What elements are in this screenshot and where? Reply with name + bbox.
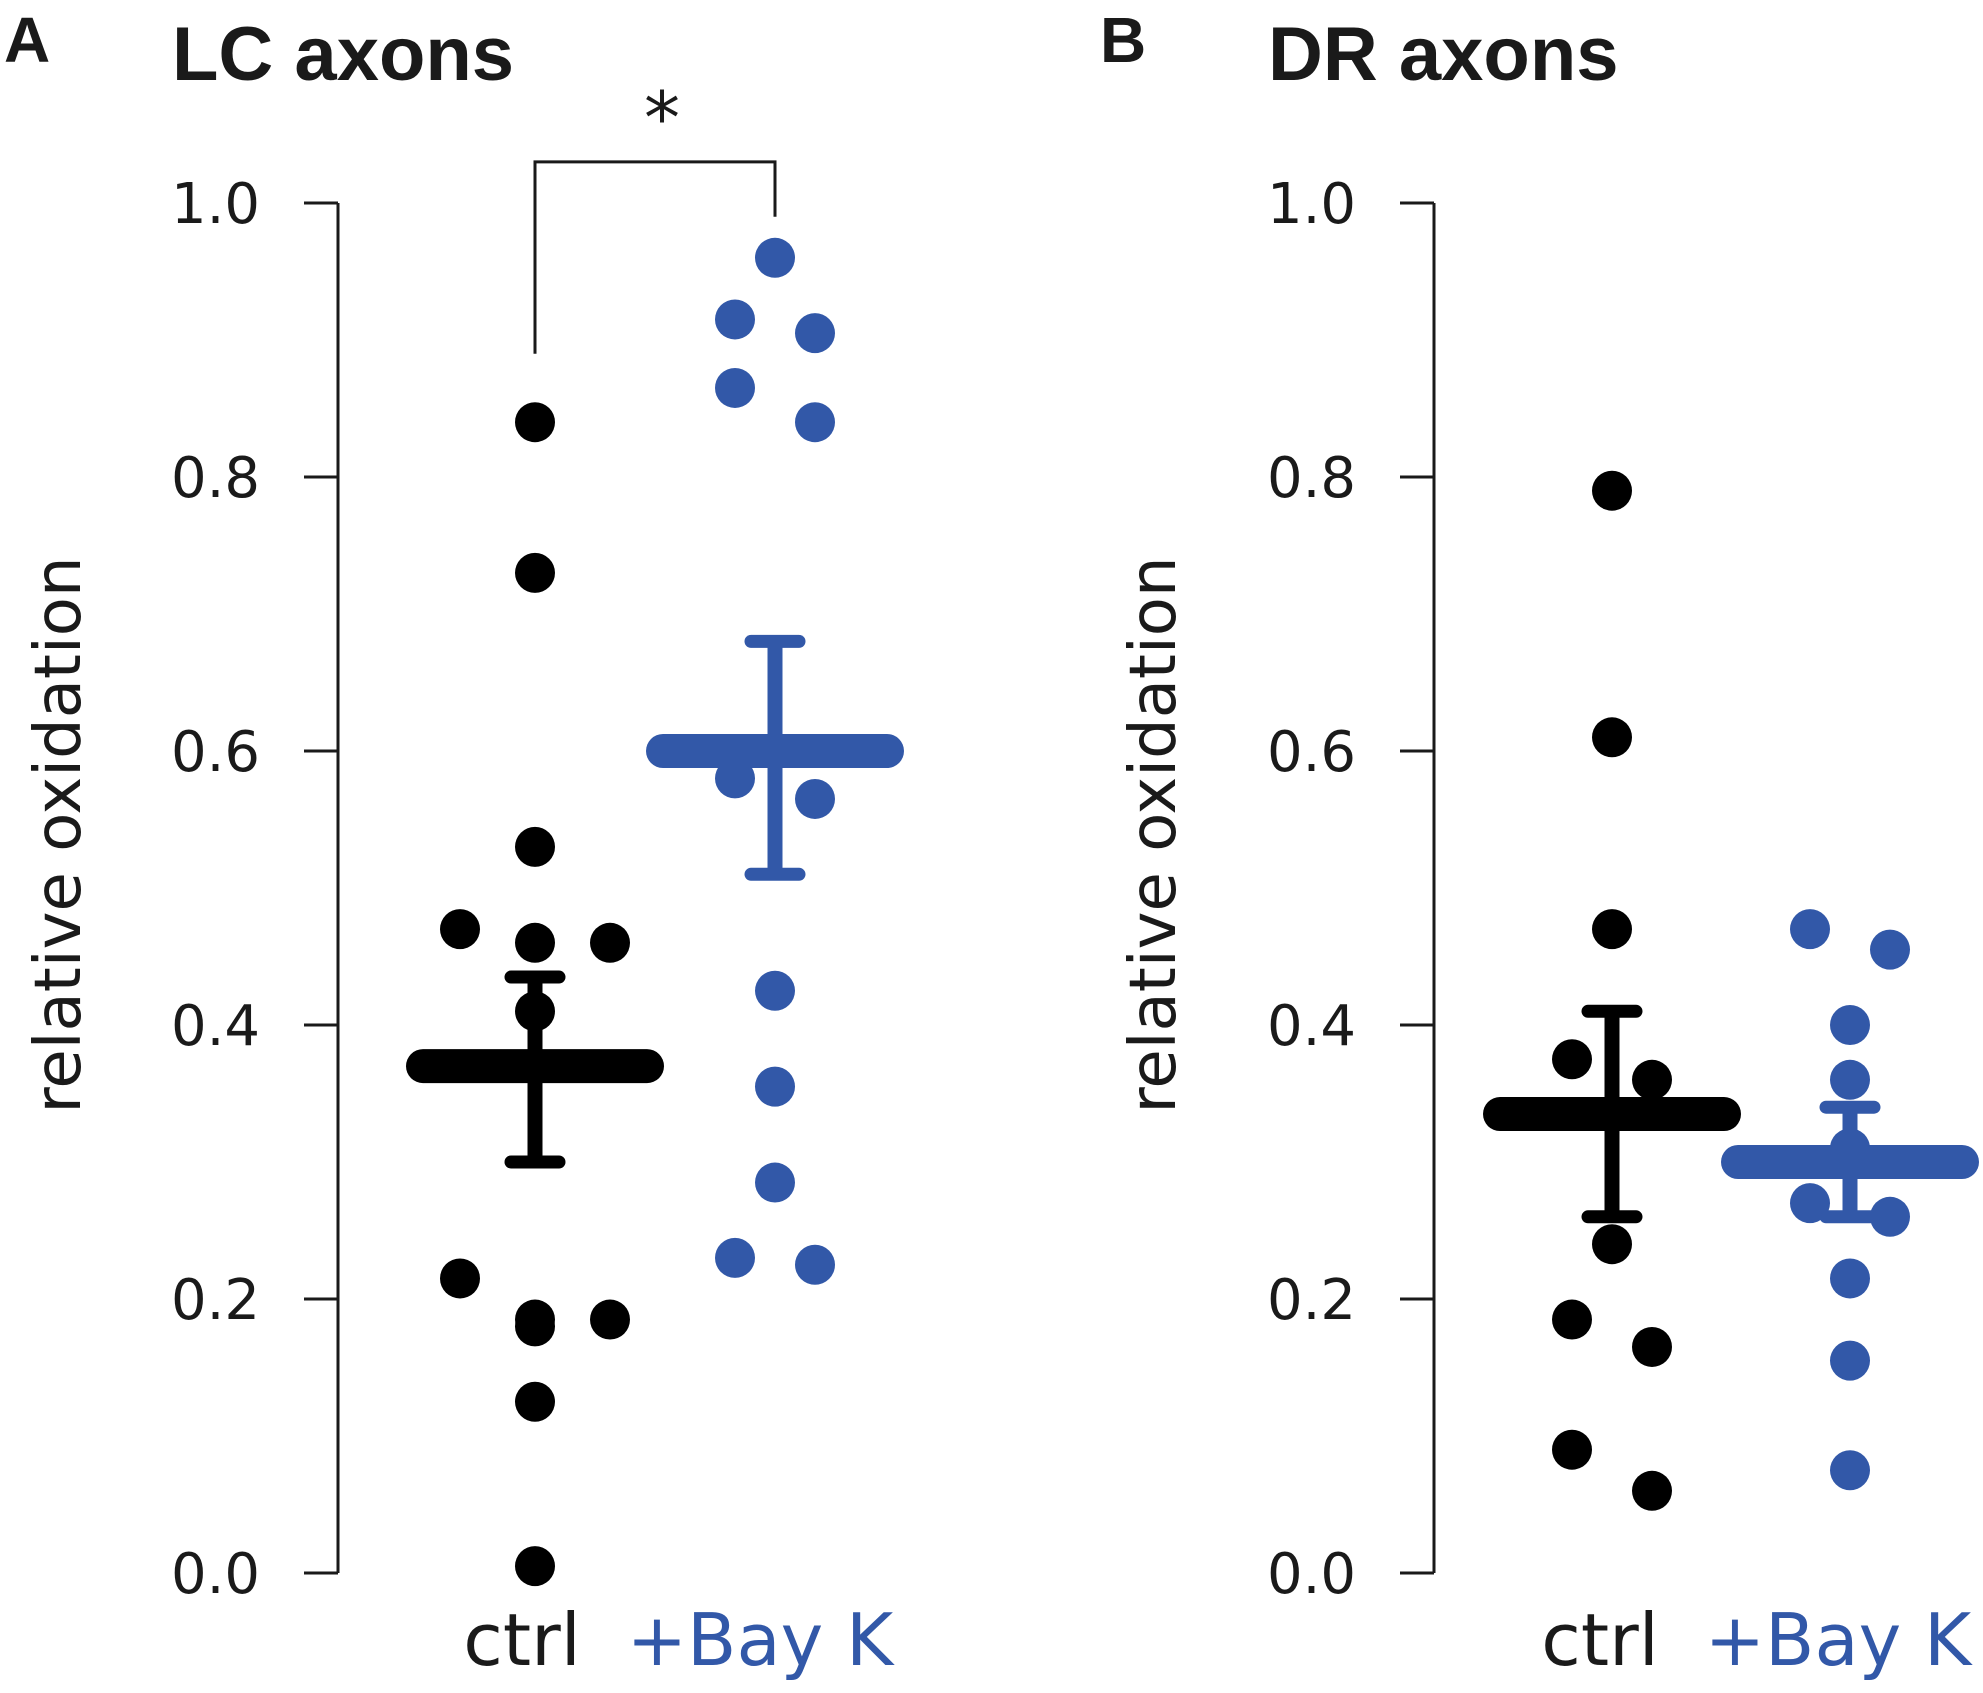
data-point [795,778,835,819]
data-point [755,970,795,1011]
panel-a-mean-sem [406,634,904,1169]
panel-a-category-bayk: +Bay K [627,1598,895,1682]
panel-b-category-bayk: +Bay K [1705,1598,1973,1682]
data-point [440,1258,480,1299]
panel-a-significance-star: * [644,76,680,160]
data-point [1790,909,1830,950]
data-point [1870,1196,1910,1237]
data-point [755,237,795,278]
data-point [1830,1450,1870,1491]
y-tick-label: 0.6 [171,720,260,785]
y-tick-label: 0.2 [1267,1268,1356,1333]
data-point [1830,1059,1870,1100]
data-point [795,313,835,354]
y-tick-label: 0.0 [1267,1542,1356,1607]
panel-a-category-ctrl: ctrl [463,1598,580,1682]
panel-b-y-axis-title: relative oxidation [1117,556,1191,1113]
data-point [1552,1299,1592,1340]
panel-a-significance-bracket [533,160,777,354]
y-tick-label: 0.4 [1267,994,1356,1059]
data-point [515,922,555,963]
data-point [715,1237,755,1278]
data-point [440,909,480,950]
panel-b: B DR axons relative oxidation 0.00.20.40… [1100,4,1979,1682]
panel-b-y-axis: 0.0 0.2 0.4 0.6 0.8 1.0 [1267,172,1436,1607]
data-point [1552,1429,1592,1470]
data-point [715,299,755,340]
y-tick-label: 1.0 [171,172,260,237]
data-point [515,552,555,593]
data-point [795,1244,835,1285]
y-tick-label: 0.6 [1267,720,1356,785]
panel-a: A LC axons relative oxidation 0.00.20.40… [4,4,904,1682]
data-point [755,1066,795,1107]
panel-b-category-ctrl: ctrl [1541,1598,1658,1682]
data-point [1552,1039,1592,1080]
panel-b-letter: B [1100,4,1146,76]
data-point [515,1306,555,1347]
data-point [1830,1005,1870,1045]
panel-a-y-axis-title: relative oxidation [22,556,96,1113]
data-point [755,1162,795,1203]
data-point [795,402,835,443]
panel-a-y-axis: 0.0 0.2 0.4 0.6 0.8 1.0 [171,172,340,1607]
data-point [1592,470,1632,511]
data-point [1592,909,1632,950]
panel-a-data-points [440,237,835,1587]
data-point [1870,929,1910,970]
data-point [1632,1059,1672,1100]
data-point [590,1299,630,1340]
panel-a-title: LC axons [172,12,514,97]
data-point [1592,1224,1632,1265]
y-tick-label: 0.2 [171,1268,260,1333]
data-point [1830,1258,1870,1299]
data-point [515,1546,555,1587]
y-tick-label: 0.8 [171,446,260,511]
significance-bracket-line [533,160,777,354]
data-point [1790,1183,1830,1224]
data-point [1592,717,1632,758]
data-point [1830,1340,1870,1381]
data-point [1632,1470,1672,1511]
y-tick-label: 1.0 [1267,172,1356,237]
data-point [715,367,755,408]
data-point [1632,1326,1672,1367]
y-tick-label: 0.4 [171,994,260,1059]
data-point [515,826,555,867]
panel-b-data-points [1552,470,1910,1511]
data-point [590,922,630,963]
panel-b-mean-sem [1483,1004,1979,1224]
y-tick-label: 0.0 [171,1542,260,1607]
data-point [715,758,755,799]
y-tick-label: 0.8 [1267,446,1356,511]
panel-b-title: DR axons [1268,12,1619,97]
panel-a-letter: A [4,4,50,76]
data-point [515,402,555,443]
data-point [515,1381,555,1422]
